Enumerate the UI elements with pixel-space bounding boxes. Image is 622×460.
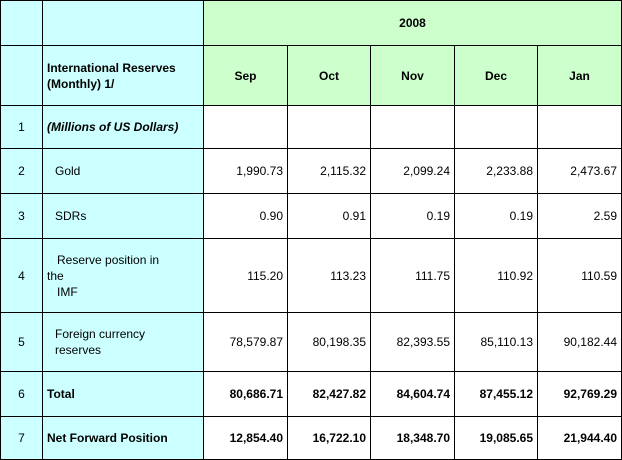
month-header-row: International Reserves (Monthly) 1/ Sep … xyxy=(0,45,622,106)
table-row: 4 Reserve position in the IMF 115.20 113… xyxy=(0,238,622,313)
label-line: the xyxy=(47,268,64,283)
table-row: 5 Foreign currency reserves 78,579.87 80… xyxy=(0,312,622,372)
label-line: Reserve position in xyxy=(57,252,160,267)
value-cell xyxy=(537,105,622,149)
row-label-sdrs: SDRs xyxy=(42,193,204,239)
month-header: Sep xyxy=(203,45,288,106)
value-cell: 92,769.29 xyxy=(537,371,622,417)
value-cell: 85,110.13 xyxy=(454,312,538,372)
value-cell: 19,085.65 xyxy=(454,416,538,460)
value-cell: 1,990.73 xyxy=(203,148,288,194)
year-header-row: 2008 xyxy=(0,0,622,46)
row-number: 6 xyxy=(0,371,43,417)
month-header: Jan xyxy=(537,45,622,106)
value-cell xyxy=(454,105,538,149)
units-note: (Millions of US Dollars) xyxy=(42,105,204,149)
corner-label-cell xyxy=(42,0,204,46)
value-cell: 2,099.24 xyxy=(370,148,455,194)
value-cell xyxy=(203,105,288,149)
month-header: Dec xyxy=(454,45,538,106)
value-cell: 0.91 xyxy=(287,193,371,239)
value-cell: 0.19 xyxy=(454,193,538,239)
row-number: 7 xyxy=(0,416,43,460)
table-row: 3 SDRs 0.90 0.91 0.19 0.19 2.59 xyxy=(0,193,622,239)
value-cell: 110.59 xyxy=(537,238,622,313)
value-cell: 111.75 xyxy=(370,238,455,313)
month-header: Nov xyxy=(370,45,455,106)
value-cell xyxy=(370,105,455,149)
row-number: 3 xyxy=(0,193,43,239)
corner-cell xyxy=(0,0,43,46)
table-row: 2 Gold 1,990.73 2,115.32 2,099.24 2,233.… xyxy=(0,148,622,194)
value-cell: 82,393.55 xyxy=(370,312,455,372)
reserves-heading: International Reserves (Monthly) 1/ xyxy=(42,45,204,106)
label-line: reserves xyxy=(55,343,102,357)
row-label-total: Total xyxy=(42,371,204,417)
row-number: 4 xyxy=(0,238,43,313)
value-cell: 12,854.40 xyxy=(203,416,288,460)
row-number: 5 xyxy=(0,312,43,372)
value-cell: 87,455.12 xyxy=(454,371,538,417)
value-cell: 18,348.70 xyxy=(370,416,455,460)
value-cell: 2,233.88 xyxy=(454,148,538,194)
value-cell: 0.90 xyxy=(203,193,288,239)
value-cell: 16,722.10 xyxy=(287,416,371,460)
value-cell: 0.19 xyxy=(370,193,455,239)
value-cell: 113.23 xyxy=(287,238,371,313)
value-cell: 84,604.74 xyxy=(370,371,455,417)
table-row: 7 Net Forward Position 12,854.40 16,722.… xyxy=(0,416,622,460)
row-number: 1 xyxy=(0,105,43,149)
row-label-gold: Gold xyxy=(42,148,204,194)
value-cell: 80,198.35 xyxy=(287,312,371,372)
value-cell: 2,473.67 xyxy=(537,148,622,194)
year-header: 2008 xyxy=(203,0,622,46)
row-num-blank xyxy=(0,45,43,106)
row-label-net-forward: Net Forward Position xyxy=(42,416,204,460)
table-row: 6 Total 80,686.71 82,427.82 84,604.74 87… xyxy=(0,371,622,417)
value-cell: 80,686.71 xyxy=(203,371,288,417)
value-cell: 90,182.44 xyxy=(537,312,622,372)
value-cell xyxy=(287,105,371,149)
label-line: Foreign currency xyxy=(55,327,146,341)
value-cell: 21,944.40 xyxy=(537,416,622,460)
value-cell: 2,115.32 xyxy=(287,148,371,194)
row-label-reserve-position: Reserve position in the IMF xyxy=(42,238,204,313)
table-row: 1 (Millions of US Dollars) xyxy=(0,105,622,149)
month-header: Oct xyxy=(287,45,371,106)
value-cell: 78,579.87 xyxy=(203,312,288,372)
row-number: 2 xyxy=(0,148,43,194)
value-cell: 110.92 xyxy=(454,238,538,313)
value-cell: 82,427.82 xyxy=(287,371,371,417)
value-cell: 115.20 xyxy=(203,238,288,313)
row-label-foreign-currency: Foreign currency reserves xyxy=(42,312,204,372)
value-cell: 2.59 xyxy=(537,193,622,239)
label-line: IMF xyxy=(57,284,78,299)
